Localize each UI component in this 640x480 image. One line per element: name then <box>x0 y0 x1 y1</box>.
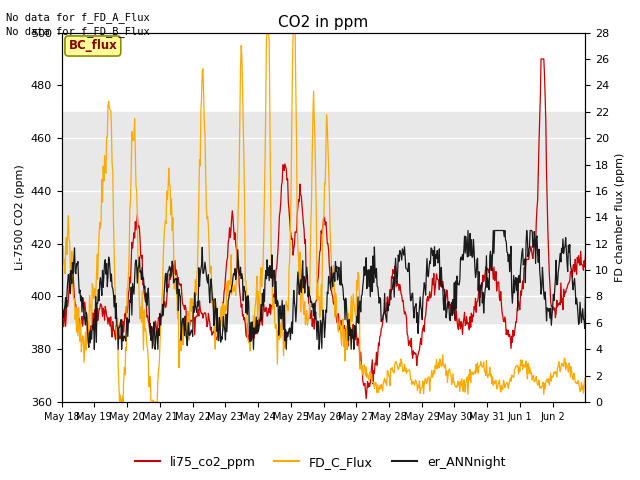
Text: No data for f_FD_B_Flux: No data for f_FD_B_Flux <box>6 26 150 37</box>
Title: CO2 in ppm: CO2 in ppm <box>278 15 369 30</box>
Y-axis label: FD chamber flux (ppm): FD chamber flux (ppm) <box>615 153 625 282</box>
Y-axis label: Li-7500 CO2 (ppm): Li-7500 CO2 (ppm) <box>15 165 25 270</box>
Bar <box>61 112 586 323</box>
Legend: li75_co2_ppm, FD_C_Flux, er_ANNnight: li75_co2_ppm, FD_C_Flux, er_ANNnight <box>130 451 510 474</box>
Text: BC_flux: BC_flux <box>68 39 117 52</box>
Text: No data for f_FD_A_Flux: No data for f_FD_A_Flux <box>6 12 150 23</box>
